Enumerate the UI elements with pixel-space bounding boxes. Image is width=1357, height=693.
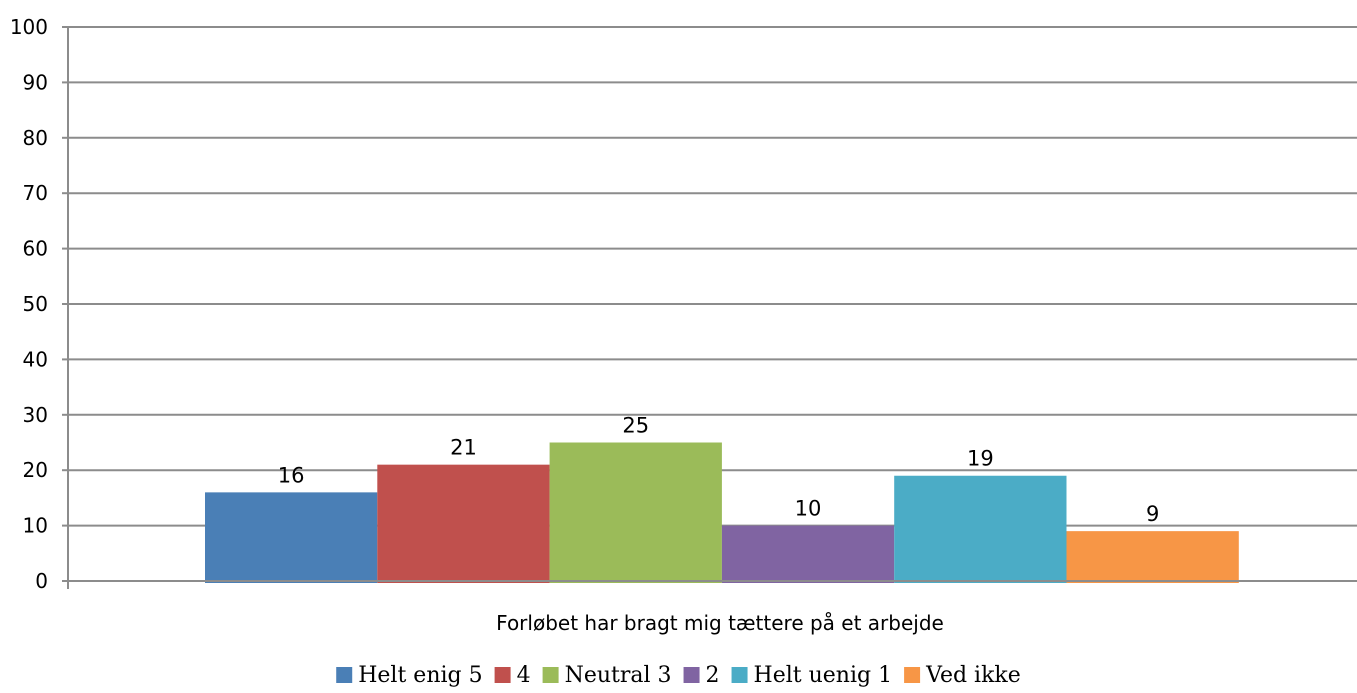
legend-item: 2 [683, 663, 720, 688]
bar [377, 464, 550, 583]
y-tick-label: 0 [35, 569, 48, 593]
data-label: 16 [278, 463, 305, 487]
data-label: 25 [622, 414, 649, 438]
y-tick-label: 40 [23, 347, 48, 371]
data-label: 10 [795, 497, 822, 521]
data-labels: 16 21 25 10 19 9 [278, 414, 1160, 527]
legend-label: Ved ikke [925, 663, 1021, 688]
bar [894, 475, 1067, 583]
bar [1066, 531, 1239, 583]
data-label: 9 [1146, 502, 1159, 526]
y-tick-label: 50 [23, 292, 48, 316]
bars [205, 442, 1239, 583]
y-tick-label: 70 [23, 181, 48, 205]
legend-swatch [904, 667, 921, 683]
bar [549, 442, 722, 583]
legend-swatch [731, 667, 748, 683]
legend-item: Neutral 3 [542, 663, 672, 688]
y-tick-label: 30 [23, 403, 48, 427]
legend-swatch [336, 667, 353, 683]
data-label: 19 [967, 447, 994, 471]
y-tick-label: 20 [23, 458, 48, 482]
legend-label: Helt enig 5 [358, 663, 482, 688]
legend-swatch [542, 667, 559, 683]
y-axis: 0 10 20 30 40 50 60 70 80 90 100 [10, 15, 69, 593]
bar [205, 492, 378, 583]
y-tick-label: 60 [23, 237, 48, 261]
legend-swatch [494, 667, 511, 683]
legend-item: Helt enig 5 [336, 663, 483, 688]
legend-item: Ved ikke [904, 663, 1021, 688]
data-label: 21 [450, 436, 477, 460]
legend-label: 4 [517, 663, 531, 688]
x-category-label: Forløbet har bragt mig tættere på et arb… [496, 611, 944, 635]
gridlines [68, 26, 1357, 527]
y-tick-label: 100 [10, 15, 48, 39]
y-tick-label: 90 [23, 70, 48, 94]
legend-label: 2 [706, 663, 720, 688]
legend-swatch [683, 667, 700, 683]
legend-label: Helt uenig 1 [754, 663, 893, 688]
y-tick-label: 80 [23, 126, 48, 150]
legend-item: Helt uenig 1 [731, 663, 893, 688]
x-axis: Forløbet har bragt mig tættere på et arb… [68, 580, 1357, 635]
legend: Helt enig 5 4 Neutral 3 2 Helt uenig 1 Ved ik… [336, 663, 1021, 688]
legend-label: Neutral 3 [565, 663, 672, 688]
y-tick-label: 10 [23, 514, 48, 538]
bar [721, 525, 895, 583]
legend-item: 4 [494, 663, 531, 688]
